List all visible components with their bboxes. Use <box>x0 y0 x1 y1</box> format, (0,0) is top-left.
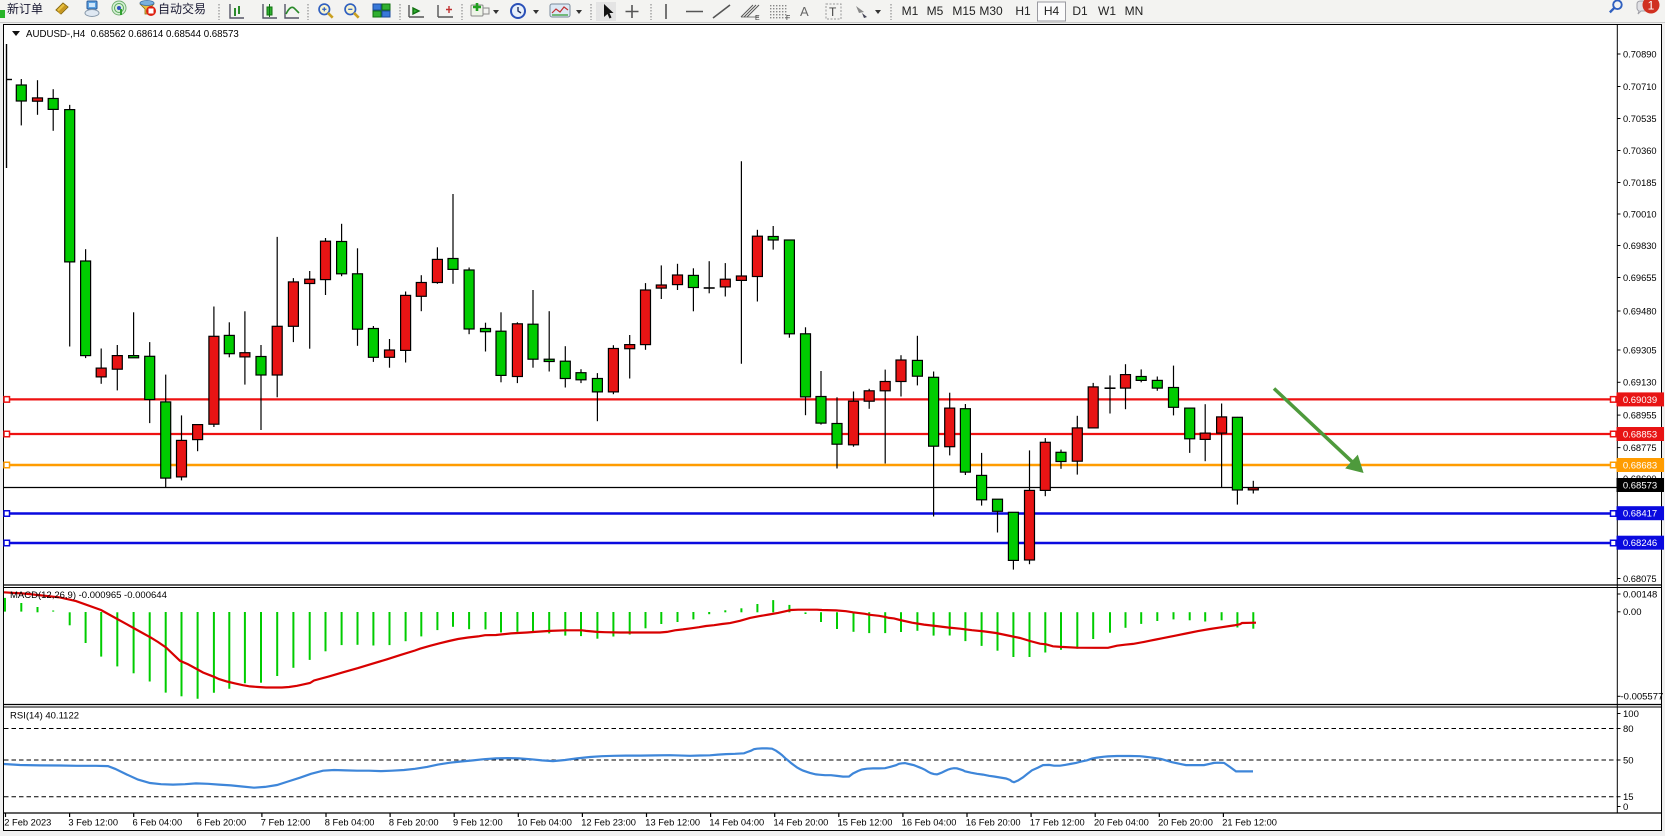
svg-text:0.70185: 0.70185 <box>1623 178 1657 188</box>
svg-text:0.68853: 0.68853 <box>1623 429 1657 440</box>
svg-text:20 Feb 20:00: 20 Feb 20:00 <box>1158 818 1213 828</box>
svg-text:0.69480: 0.69480 <box>1623 306 1657 316</box>
svg-text:16 Feb 20:00: 16 Feb 20:00 <box>966 818 1021 828</box>
svg-text:20 Feb 04:00: 20 Feb 04:00 <box>1094 818 1149 828</box>
svg-text:M1: M1 <box>902 4 919 18</box>
svg-text:M15: M15 <box>952 4 976 18</box>
svg-text:T: T <box>829 5 837 19</box>
svg-text:8 Feb 20:00: 8 Feb 20:00 <box>389 818 439 828</box>
svg-text:AUDUSD-,H4 0.68562 0.68614 0.: AUDUSD-,H4 0.68562 0.68614 0.68544 0.685… <box>26 29 239 40</box>
svg-text:21 Feb 12:00: 21 Feb 12:00 <box>1222 818 1277 828</box>
svg-text:10 Feb 04:00: 10 Feb 04:00 <box>517 818 572 828</box>
svg-text:RSI(14) 40.1122: RSI(14) 40.1122 <box>10 711 79 722</box>
svg-text:E: E <box>755 15 760 22</box>
svg-text:9 Feb 12:00: 9 Feb 12:00 <box>453 818 503 828</box>
svg-text:0.69830: 0.69830 <box>1623 241 1657 251</box>
svg-text:F: F <box>786 15 790 22</box>
svg-text:0.70010: 0.70010 <box>1623 209 1657 219</box>
svg-text:2 Feb 2023: 2 Feb 2023 <box>4 818 51 828</box>
svg-text:0.69039: 0.69039 <box>1623 395 1657 406</box>
svg-text:W1: W1 <box>1098 4 1116 18</box>
svg-text:0.70890: 0.70890 <box>1623 49 1657 59</box>
svg-text:17 Feb 12:00: 17 Feb 12:00 <box>1030 818 1085 828</box>
svg-text:1: 1 <box>1648 0 1655 13</box>
svg-text:0.68417: 0.68417 <box>1623 509 1657 520</box>
svg-text:100: 100 <box>1623 709 1639 720</box>
svg-text:H4: H4 <box>1044 4 1060 18</box>
svg-text:0.68683: 0.68683 <box>1623 460 1657 471</box>
svg-text:新订单: 新订单 <box>7 1 43 16</box>
svg-text:MN: MN <box>1125 4 1144 18</box>
svg-text:16 Feb 04:00: 16 Feb 04:00 <box>902 818 957 828</box>
svg-text:0: 0 <box>1623 802 1628 813</box>
svg-text:-0.005577: -0.005577 <box>1621 692 1664 703</box>
svg-text:7 Feb 12:00: 7 Feb 12:00 <box>261 818 311 828</box>
svg-text:M5: M5 <box>927 4 944 18</box>
svg-text:50: 50 <box>1623 755 1634 766</box>
svg-text:MACD(12,26,9) -0.000965 -0.000: MACD(12,26,9) -0.000965 -0.000644 <box>10 590 167 601</box>
svg-text:14 Feb 20:00: 14 Feb 20:00 <box>774 818 829 828</box>
svg-text:0.00: 0.00 <box>1623 607 1642 618</box>
svg-text:0.70360: 0.70360 <box>1623 146 1657 156</box>
svg-text:6 Feb 20:00: 6 Feb 20:00 <box>197 818 247 828</box>
svg-text:A: A <box>800 4 809 19</box>
svg-text:0.69655: 0.69655 <box>1623 273 1657 283</box>
svg-text:自动交易: 自动交易 <box>158 1 206 16</box>
svg-text:0.68246: 0.68246 <box>1623 538 1657 549</box>
svg-text:0.68775: 0.68775 <box>1623 443 1657 453</box>
svg-text:15: 15 <box>1623 792 1634 803</box>
svg-text:14 Feb 04:00: 14 Feb 04:00 <box>709 818 764 828</box>
svg-text:8 Feb 04:00: 8 Feb 04:00 <box>325 818 375 828</box>
svg-text:0.68573: 0.68573 <box>1623 480 1657 491</box>
svg-text:80: 80 <box>1623 724 1634 735</box>
svg-text:0.70710: 0.70710 <box>1623 82 1657 92</box>
svg-text:0.69130: 0.69130 <box>1623 378 1657 388</box>
svg-text:3 Feb 12:00: 3 Feb 12:00 <box>68 818 118 828</box>
svg-text:0.69305: 0.69305 <box>1623 345 1657 355</box>
svg-text:M30: M30 <box>979 4 1003 18</box>
svg-text:0.68075: 0.68075 <box>1623 574 1657 584</box>
svg-text:15 Feb 12:00: 15 Feb 12:00 <box>838 818 893 828</box>
svg-text:0.70535: 0.70535 <box>1623 114 1657 124</box>
svg-text:13 Feb 12:00: 13 Feb 12:00 <box>645 818 700 828</box>
svg-text:D1: D1 <box>1072 4 1088 18</box>
svg-text:0.00148: 0.00148 <box>1623 589 1657 600</box>
svg-text:0.68955: 0.68955 <box>1623 411 1657 421</box>
svg-text:H1: H1 <box>1015 4 1031 18</box>
svg-text:6 Feb 04:00: 6 Feb 04:00 <box>133 818 183 828</box>
svg-text:12 Feb 23:00: 12 Feb 23:00 <box>581 818 636 828</box>
